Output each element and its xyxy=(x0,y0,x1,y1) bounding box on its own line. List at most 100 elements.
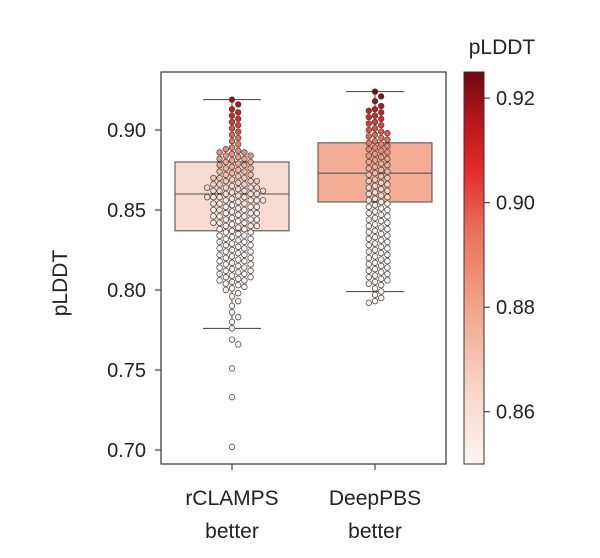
data-point xyxy=(371,266,379,273)
data-point xyxy=(222,261,229,268)
data-point xyxy=(228,253,236,260)
data-point xyxy=(228,293,236,300)
data-point xyxy=(204,184,211,191)
data-point xyxy=(228,266,236,273)
data-point xyxy=(228,272,236,279)
data-point xyxy=(222,152,229,159)
data-point xyxy=(216,251,223,258)
data-point xyxy=(247,222,254,230)
data-point xyxy=(222,184,229,191)
data-point xyxy=(365,248,372,255)
data-point xyxy=(371,208,379,215)
data-point xyxy=(241,187,248,194)
data-point xyxy=(235,179,242,186)
data-point xyxy=(247,190,254,198)
data-point xyxy=(378,205,385,212)
data-point xyxy=(241,277,248,284)
data-point xyxy=(384,213,391,220)
data-point xyxy=(235,115,242,122)
data-point xyxy=(384,130,391,137)
data-point xyxy=(247,261,254,268)
data-point xyxy=(365,229,372,236)
data-point xyxy=(384,162,391,169)
y-axis-title: pLDDT xyxy=(49,250,72,317)
data-point xyxy=(378,256,385,263)
data-point xyxy=(365,261,372,268)
data-point xyxy=(228,394,236,401)
data-point xyxy=(222,254,229,262)
data-point xyxy=(365,139,372,146)
data-point xyxy=(228,125,236,132)
y-axis: 0.70 0.75 0.80 0.85 0.90 xyxy=(107,120,161,462)
data-point xyxy=(241,213,248,220)
data-point xyxy=(222,146,229,153)
data-point xyxy=(378,230,385,238)
data-point xyxy=(228,182,236,190)
data-point xyxy=(235,186,242,193)
y-tick-label: 0.80 xyxy=(107,280,146,302)
data-point xyxy=(247,210,254,217)
data-point xyxy=(378,160,385,167)
data-point xyxy=(241,264,248,271)
data-point xyxy=(222,229,229,236)
data-point xyxy=(235,262,242,270)
data-point xyxy=(222,235,229,242)
data-point xyxy=(378,224,385,231)
data-point xyxy=(235,256,242,263)
data-point xyxy=(365,254,372,262)
y-tick-label: 0.90 xyxy=(107,120,146,142)
data-point xyxy=(228,227,236,234)
data-point xyxy=(384,232,391,239)
data-point xyxy=(378,218,385,225)
data-point xyxy=(365,210,372,217)
data-point xyxy=(371,118,379,126)
data-point xyxy=(384,270,391,278)
data-point xyxy=(241,149,248,156)
data-point xyxy=(228,202,236,209)
data-point xyxy=(228,325,236,332)
data-point xyxy=(371,240,379,247)
data-point xyxy=(365,114,372,121)
data-point xyxy=(378,192,385,199)
data-point xyxy=(228,234,236,241)
data-point xyxy=(228,246,236,254)
data-point xyxy=(210,213,217,220)
data-point xyxy=(228,221,236,228)
data-point xyxy=(216,206,223,214)
data-point xyxy=(371,291,379,298)
data-point xyxy=(235,101,242,108)
data-point xyxy=(241,238,248,246)
data-point xyxy=(241,162,248,169)
colorbar-tick-label: 0.92 xyxy=(496,88,535,110)
data-point xyxy=(241,155,248,162)
data-point xyxy=(216,149,223,156)
data-point xyxy=(371,259,379,266)
data-point xyxy=(228,96,236,103)
plot-frame xyxy=(160,71,447,465)
data-point xyxy=(228,336,236,343)
data-point xyxy=(365,190,372,198)
data-point xyxy=(228,170,236,177)
data-point xyxy=(378,179,385,186)
data-point xyxy=(228,131,236,138)
data-point xyxy=(365,120,372,127)
data-point xyxy=(365,299,372,306)
data-point xyxy=(235,341,242,348)
data-point xyxy=(371,170,379,177)
data-point xyxy=(378,154,385,161)
data-point xyxy=(228,443,236,450)
data-point xyxy=(241,168,248,175)
data-point xyxy=(235,141,242,148)
data-point xyxy=(235,314,242,321)
data-point xyxy=(378,269,385,276)
data-point xyxy=(378,211,385,218)
data-point xyxy=(371,234,379,241)
data-point xyxy=(253,184,260,191)
data-point xyxy=(365,158,372,166)
data-point xyxy=(228,150,236,158)
data-point xyxy=(216,219,223,226)
data-point xyxy=(384,226,391,233)
data-point xyxy=(253,222,260,230)
data-point xyxy=(384,174,391,182)
data-point xyxy=(235,211,242,218)
